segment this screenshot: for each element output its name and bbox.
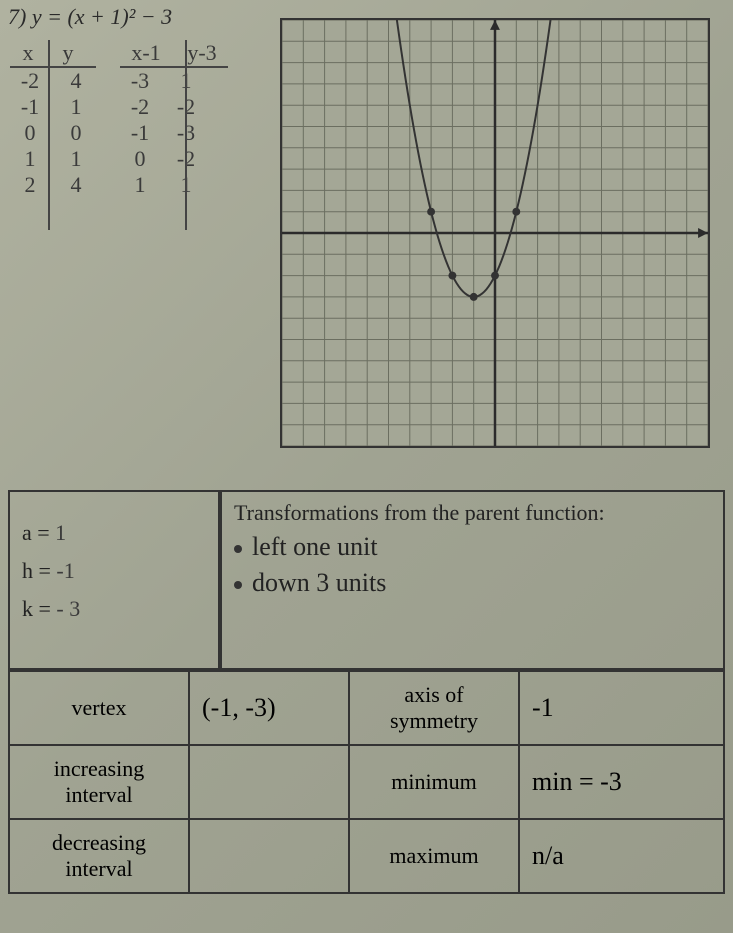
t1-hdr-x: x	[14, 40, 42, 66]
transform-2: down 3 units	[252, 568, 386, 597]
cell: 4	[62, 172, 90, 198]
h-label: h =	[22, 558, 51, 583]
inc-label: increasing interval	[9, 745, 189, 819]
k-label: k =	[22, 596, 51, 621]
cell: 2	[16, 172, 44, 198]
max-label: maximum	[349, 819, 519, 893]
t1-hdr-y: y	[54, 40, 82, 66]
dec-value	[189, 819, 349, 893]
max-value: n/a	[519, 819, 724, 893]
cell: -2	[16, 68, 44, 94]
axis-label-1: axis of	[362, 682, 506, 708]
min-label: minimum	[349, 745, 519, 819]
t2-vline	[185, 40, 187, 230]
cell: 4	[62, 68, 90, 94]
answers-table: vertex (-1, -3) axis of symmetry -1 incr…	[8, 670, 725, 894]
cell: 0	[126, 146, 154, 172]
params-box: a = 1 h = -1 k = - 3	[8, 490, 220, 670]
a-value: 1	[55, 520, 66, 545]
dec-label-1: decreasing	[22, 830, 176, 856]
t-table-2: x-1 y-3 -31 -2-2 -1-3 0-2 11	[120, 40, 228, 198]
vertex-label: vertex	[9, 671, 189, 745]
vertex-value: (-1, -3)	[189, 671, 349, 745]
cell: 0	[16, 120, 44, 146]
cell: 1	[62, 146, 90, 172]
axis-value: -1	[519, 671, 724, 745]
cell: -1	[126, 120, 154, 146]
cell: -1	[16, 94, 44, 120]
bullet-icon	[234, 545, 242, 553]
cell: 0	[62, 120, 90, 146]
a-label: a =	[22, 520, 50, 545]
problem-equation: y = (x + 1)² − 3	[32, 4, 172, 29]
axis-label: axis of symmetry	[349, 671, 519, 745]
cell: 1	[62, 94, 90, 120]
t-table-1: x y -24 -11 00 11 24	[10, 40, 96, 198]
transform-1: left one unit	[252, 532, 378, 561]
bullet-icon	[234, 581, 242, 589]
inc-label-1: increasing	[22, 756, 176, 782]
problem-number: 7)	[8, 4, 26, 29]
k-value: - 3	[56, 596, 80, 621]
dec-label: decreasing interval	[9, 819, 189, 893]
problem-header: 7) y = (x + 1)² − 3	[8, 4, 172, 30]
inc-label-2: interval	[22, 782, 176, 808]
transforms-box: Transformations from the parent function…	[220, 490, 725, 670]
t1-vline	[48, 40, 50, 230]
inc-value	[189, 745, 349, 819]
dec-label-2: interval	[22, 856, 176, 882]
transforms-heading: Transformations from the parent function…	[234, 500, 711, 526]
axis-label-2: symmetry	[362, 708, 506, 734]
worksheet-page: 7) y = (x + 1)² − 3 x y -24 -11 00 11 24…	[0, 0, 733, 933]
cell: -3	[126, 68, 154, 94]
cell: 1	[126, 172, 154, 198]
coordinate-grid	[280, 18, 710, 448]
cell: 1	[16, 146, 44, 172]
h-value: -1	[56, 558, 74, 583]
t2-hdr-x: x-1	[124, 40, 168, 66]
graph-svg	[282, 20, 708, 446]
cell: -2	[126, 94, 154, 120]
min-value: min = -3	[519, 745, 724, 819]
